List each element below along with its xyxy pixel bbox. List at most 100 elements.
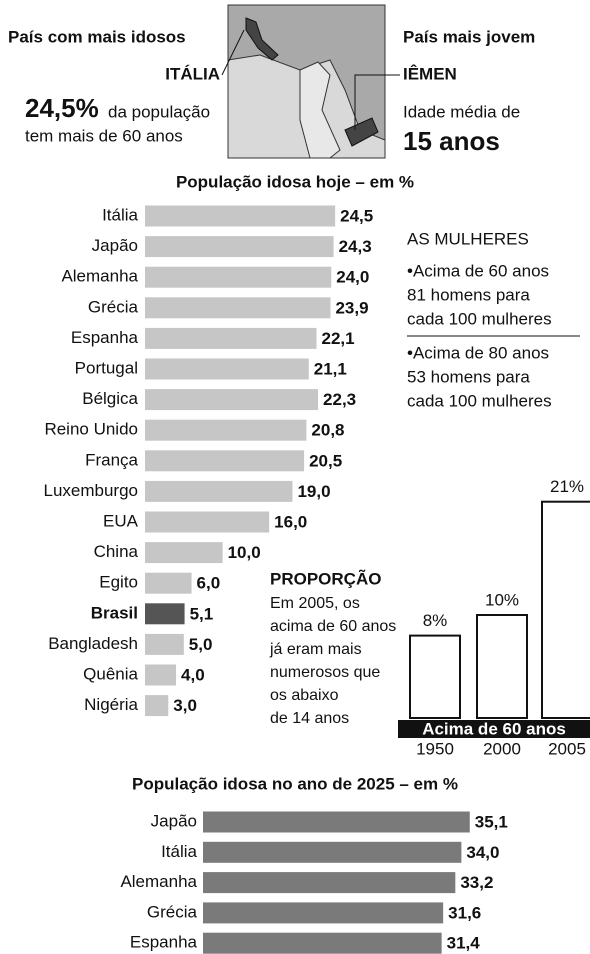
bar (145, 542, 223, 564)
bar (145, 695, 169, 717)
category-label: Reino Unido (44, 420, 138, 439)
chart-title: População idosa hoje – em % (176, 172, 414, 191)
category-label: França (85, 450, 138, 469)
value-label: 24,3 (339, 237, 372, 256)
bar (203, 902, 444, 924)
bar (145, 236, 334, 258)
value-label: 24,5 (340, 206, 373, 225)
value-label: 20,5 (309, 451, 342, 470)
bar (145, 327, 317, 349)
value-label: 5,1 (190, 604, 214, 623)
value-label: 20,8 (311, 421, 344, 440)
right-country: IÊMEN (403, 64, 457, 83)
proportion-text: os abaixo (270, 687, 339, 704)
left-country: ITÁLIA (165, 64, 220, 83)
value-label: 10% (485, 590, 519, 609)
value-label: 34,0 (466, 843, 499, 862)
bar (203, 841, 462, 863)
value-label: 16,0 (274, 512, 307, 531)
bar (145, 664, 177, 686)
value-label: 35,1 (475, 812, 508, 831)
value-label: 31,4 (447, 934, 481, 953)
category-label: Espanha (130, 933, 198, 952)
value-label: 8% (423, 611, 448, 630)
category-label: Quênia (83, 664, 138, 683)
band-label: Acima de 60 anos (422, 719, 566, 738)
bar (203, 811, 470, 833)
bar (145, 603, 185, 625)
value-label: 6,0 (197, 574, 221, 593)
bar (145, 266, 332, 288)
left-text: tem mais de 60 anos (25, 126, 183, 145)
x-tick-label: 2000 (483, 739, 521, 758)
bar (145, 633, 184, 655)
bar (203, 872, 456, 894)
bar (145, 297, 331, 319)
bar (145, 358, 309, 380)
bar (145, 419, 307, 441)
band (398, 720, 590, 738)
left-value: 24,5% (25, 93, 99, 123)
category-label: Egito (99, 573, 138, 592)
category-label: Itália (102, 205, 138, 224)
category-label: Grécia (88, 297, 139, 316)
category-label: China (94, 542, 139, 561)
value-label: 3,0 (173, 696, 197, 715)
category-label: Alemanha (61, 267, 138, 286)
value-label: 5,0 (189, 635, 213, 654)
category-label: Japão (151, 811, 197, 830)
category-label: Brasil (91, 603, 138, 622)
sidebar-text: cada 100 mulheres (407, 391, 552, 410)
category-label: Luxemburgo (43, 481, 138, 500)
category-label: Espanha (71, 328, 139, 347)
category-label: Japão (92, 236, 138, 255)
sidebar-text: •Acima de 80 anos (407, 343, 549, 362)
value-label: 33,2 (460, 873, 493, 892)
sidebar-text: 81 homens para (407, 285, 530, 304)
bar (145, 205, 336, 227)
bar (476, 614, 528, 719)
proportion-text: já eram mais (269, 641, 362, 658)
sidebar-text: •Acima de 60 anos (407, 261, 549, 280)
category-label: Grécia (147, 902, 198, 921)
bar (203, 932, 442, 954)
value-label: 19,0 (297, 482, 330, 501)
bar (145, 572, 192, 594)
bar (541, 500, 590, 720)
right-value: 15 anos (403, 126, 500, 156)
category-label: Bangladesh (48, 634, 138, 653)
value-label: 21,1 (314, 359, 347, 378)
bar (145, 450, 305, 472)
x-tick-label: 1950 (416, 739, 454, 758)
category-label: EUA (103, 511, 139, 530)
sidebar-text: cada 100 mulheres (407, 309, 552, 328)
value-label: 10,0 (228, 543, 261, 562)
value-label: 31,6 (448, 903, 481, 922)
bar (145, 511, 270, 533)
right-text: Idade média de (403, 102, 520, 121)
category-label: Bélgica (82, 389, 138, 408)
value-label: 24,0 (336, 268, 369, 287)
value-label: 22,3 (323, 390, 356, 409)
category-label: Portugal (75, 358, 138, 377)
left-text: da população (108, 102, 210, 121)
x-tick-label: 2005 (548, 739, 586, 758)
right-title: País mais jovem (403, 27, 535, 46)
category-label: Itália (161, 842, 197, 861)
value-label: 22,1 (321, 329, 354, 348)
bar (409, 634, 461, 719)
value-label: 4,0 (181, 665, 205, 684)
category-label: Nigéria (84, 695, 138, 714)
sidebar-text: 53 homens para (407, 367, 530, 386)
bar (145, 389, 319, 411)
value-label: 23,9 (335, 298, 368, 317)
proportion-text: Em 2005, os (270, 595, 360, 612)
proportion-text: acima de 60 anos (270, 618, 396, 635)
sidebar-title: AS MULHERES (407, 229, 529, 248)
chart-title: População idosa no ano de 2025 – em % (132, 774, 458, 793)
proportion-text: de 14 anos (270, 710, 349, 727)
bar (145, 480, 293, 502)
proportion-text: numerosos que (270, 664, 380, 681)
proportion-title: PROPORÇÃO (270, 568, 381, 588)
